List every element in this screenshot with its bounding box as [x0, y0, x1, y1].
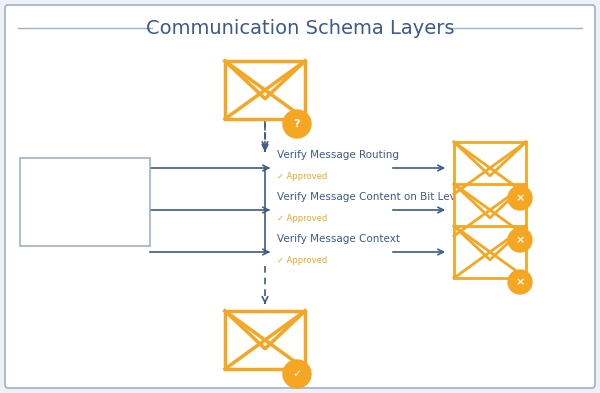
Text: ✓ Approved: ✓ Approved [277, 214, 327, 223]
Text: ✓ Approved: ✓ Approved [277, 256, 327, 265]
Circle shape [283, 110, 311, 138]
Bar [454, 226, 526, 278]
FancyBboxPatch shape [20, 158, 150, 246]
Bar [454, 184, 526, 236]
Circle shape [283, 360, 311, 388]
Bar [225, 61, 305, 119]
Bar [225, 311, 305, 369]
Text: ✓: ✓ [292, 369, 302, 379]
Text: ×: × [515, 277, 524, 287]
Circle shape [508, 270, 532, 294]
Text: Approved
Communication
Configuration: Approved Communication Configuration [44, 182, 126, 222]
FancyBboxPatch shape [5, 5, 595, 388]
Text: Communication Schema Layers: Communication Schema Layers [146, 18, 454, 37]
Bar [454, 142, 526, 194]
Circle shape [508, 228, 532, 252]
Text: ×: × [515, 235, 524, 245]
Text: Verify Message Context: Verify Message Context [277, 234, 400, 244]
Text: ×: × [515, 193, 524, 203]
Text: Verify Message Content on Bit Level: Verify Message Content on Bit Level [277, 192, 465, 202]
Circle shape [508, 186, 532, 210]
Text: ?: ? [294, 119, 300, 129]
Text: ✓ Approved: ✓ Approved [277, 172, 327, 181]
Text: Verify Message Routing: Verify Message Routing [277, 150, 399, 160]
